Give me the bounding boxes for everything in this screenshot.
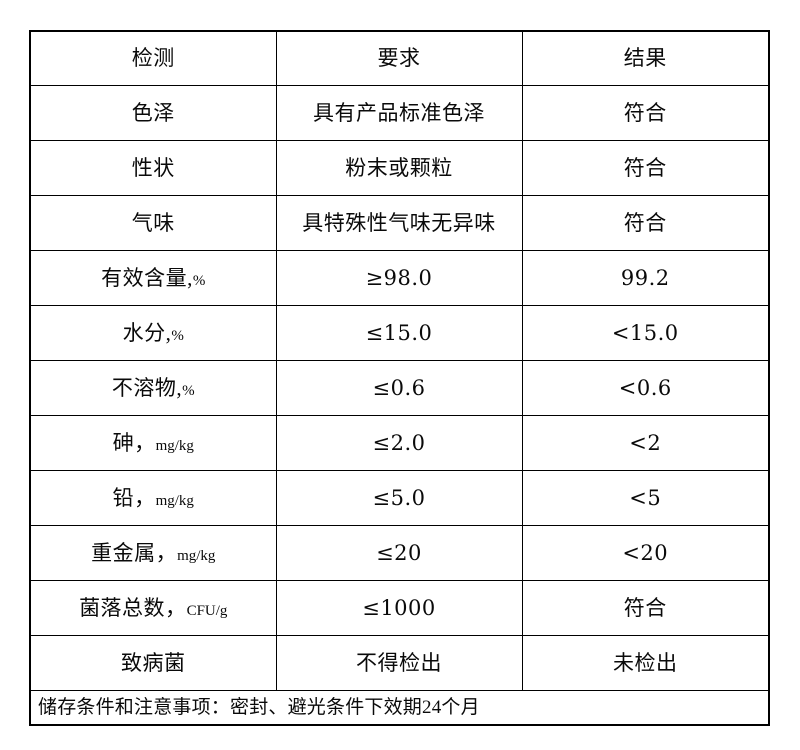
cell-item: 砷，mg/kg: [29, 415, 277, 471]
cell-requirement: ≤20: [275, 525, 523, 581]
table-row: 有效含量,% ≥98.0 99.2: [29, 250, 770, 306]
cell-requirement: 具特殊性气味无异味: [275, 195, 523, 251]
item-label: 性状: [131, 155, 175, 180]
table-row: 气味 具特殊性气味无异味 符合: [29, 195, 770, 251]
requirement-value: 不得检出: [356, 650, 442, 675]
cell-result: 99.2: [521, 250, 770, 306]
cell-item: 性状: [29, 140, 277, 196]
cell-result: <0.6: [521, 360, 770, 416]
table-row: 铅，mg/kg ≤5.0 <5: [29, 470, 770, 526]
cell-item: 气味: [29, 195, 277, 251]
item-label: 重金属，: [91, 540, 178, 565]
table-row: 性状 粉末或颗粒 符合: [29, 140, 770, 196]
item-unit: mg/kg: [155, 437, 194, 454]
requirement-value: ≤15.0: [365, 320, 433, 345]
table-row: 重金属，mg/kg ≤20 <20: [29, 525, 770, 581]
table-body: 检测 要求 结果 色泽 具有产品标准色泽 符合 性状 粉末或颗粒 符合: [29, 30, 770, 726]
item-unit: %: [171, 327, 184, 344]
column-header-result: 结果: [521, 30, 770, 86]
table-row: 水分,% ≤15.0 <15.0: [29, 305, 770, 361]
column-header-requirement: 要求: [275, 30, 523, 86]
cell-item: 有效含量,%: [29, 250, 277, 306]
result-value: <20: [622, 540, 669, 565]
result-value: 符合: [623, 100, 667, 125]
requirement-value: ≤2.0: [372, 430, 426, 455]
cell-result: <5: [521, 470, 770, 526]
cell-requirement: 具有产品标准色泽: [275, 85, 523, 141]
cell-result: 未检出: [521, 635, 770, 691]
requirement-value: ≤5.0: [372, 485, 426, 510]
storage-conditions-note: 储存条件和注意事项：密封、避光条件下效期24个月: [29, 690, 770, 726]
cell-requirement: ≥98.0: [275, 250, 523, 306]
requirement-value: ≤1000: [362, 595, 436, 620]
cell-item: 色泽: [29, 85, 277, 141]
cell-item: 致病菌: [29, 635, 277, 691]
cell-item: 水分,%: [29, 305, 277, 361]
result-value: 符合: [623, 595, 667, 620]
cell-requirement: 不得检出: [275, 635, 523, 691]
requirement-value: ≥98.0: [365, 265, 433, 290]
table-footer-row: 储存条件和注意事项：密封、避光条件下效期24个月: [29, 690, 770, 726]
cell-requirement: ≤2.0: [275, 415, 523, 471]
cell-result: <20: [521, 525, 770, 581]
specification-table: 检测 要求 结果 色泽 具有产品标准色泽 符合 性状 粉末或颗粒 符合: [29, 30, 770, 726]
table-row: 致病菌 不得检出 未检出: [29, 635, 770, 691]
item-label: 砷，: [112, 430, 156, 455]
cell-result: 符合: [521, 140, 770, 196]
item-label: 致病菌: [121, 650, 186, 675]
cell-requirement: ≤5.0: [275, 470, 523, 526]
item-label: 水分,: [122, 320, 172, 345]
requirement-value: 具有产品标准色泽: [313, 100, 485, 125]
column-header-item: 检测: [29, 30, 277, 86]
cell-result: 符合: [521, 195, 770, 251]
result-value: 符合: [623, 155, 667, 180]
item-label: 色泽: [131, 100, 175, 125]
item-unit: mg/kg: [155, 492, 194, 509]
item-label: 不溶物,: [111, 375, 183, 400]
item-label: 铅，: [112, 485, 156, 510]
result-value: <0.6: [618, 375, 672, 400]
cell-item: 重金属，mg/kg: [29, 525, 277, 581]
requirement-value: ≤20: [376, 540, 422, 565]
cell-result: 符合: [521, 85, 770, 141]
item-label: 菌落总数，: [79, 595, 187, 620]
cell-item: 菌落总数，CFU/g: [29, 580, 277, 636]
column-header-item-label: 检测: [131, 46, 175, 71]
result-value: <15.0: [611, 320, 679, 345]
table-row: 菌落总数，CFU/g ≤1000 符合: [29, 580, 770, 636]
cell-requirement: ≤15.0: [275, 305, 523, 361]
cell-requirement: ≤0.6: [275, 360, 523, 416]
item-unit: mg/kg: [177, 547, 216, 564]
result-value: 未检出: [613, 650, 678, 675]
cell-requirement: 粉末或颗粒: [275, 140, 523, 196]
item-unit: %: [182, 382, 195, 399]
cell-result: <15.0: [521, 305, 770, 361]
result-value: 符合: [623, 210, 667, 235]
cell-item: 铅，mg/kg: [29, 470, 277, 526]
item-unit: %: [192, 272, 206, 289]
item-label: 有效含量,: [101, 265, 193, 290]
requirement-value: 粉末或颗粒: [345, 155, 453, 180]
cell-result: 符合: [521, 580, 770, 636]
result-value: <5: [629, 485, 662, 510]
item-label: 气味: [131, 210, 175, 235]
table-row: 色泽 具有产品标准色泽 符合: [29, 85, 770, 141]
table-row: 砷，mg/kg ≤2.0 <2: [29, 415, 770, 471]
column-header-requirement-label: 要求: [377, 46, 421, 71]
result-value: <2: [629, 430, 662, 455]
cell-result: <2: [521, 415, 770, 471]
requirement-value: 具特殊性气味无异味: [302, 210, 496, 235]
column-header-result-label: 结果: [623, 46, 667, 71]
requirement-value: ≤0.6: [372, 375, 426, 400]
result-value: 99.2: [620, 265, 670, 290]
cell-item: 不溶物,%: [29, 360, 277, 416]
cell-requirement: ≤1000: [275, 580, 523, 636]
item-unit: CFU/g: [186, 602, 228, 619]
table-header-row: 检测 要求 结果: [29, 30, 770, 86]
table-row: 不溶物,% ≤0.6 <0.6: [29, 360, 770, 416]
